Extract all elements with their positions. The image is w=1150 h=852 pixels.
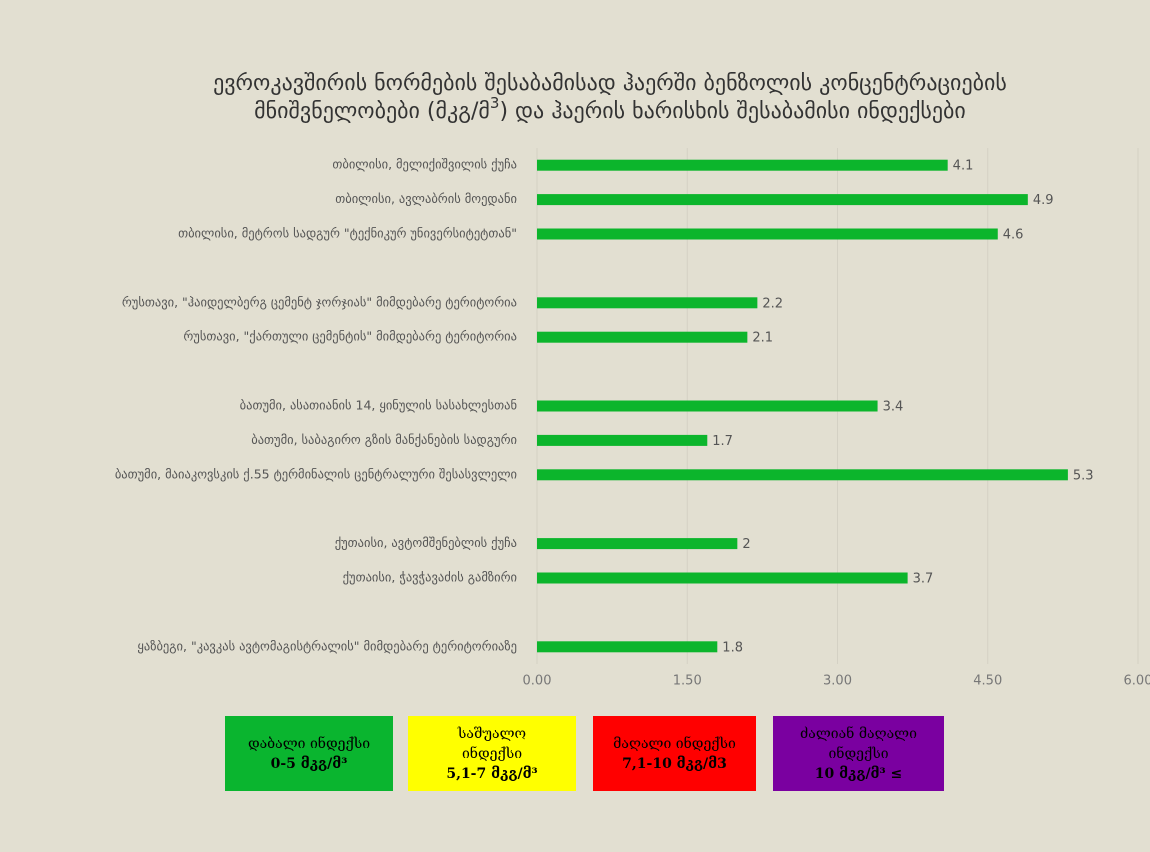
value-label: 1.7 <box>712 434 733 449</box>
chart-title: 3 <box>490 94 500 112</box>
bar <box>537 400 878 412</box>
legend-text: 5,1-7 მკგ/მ³ <box>446 765 538 782</box>
legend-text: დაბალი ინდექსი <box>247 735 371 752</box>
x-tick-label: 3.00 <box>823 674 852 689</box>
legend-box: ძალიან მაღალი ინდექსი 10 მკგ/მ³ ≤ <box>773 716 944 791</box>
legend-box: მაღალი ინდექსი 7,1-10 მკგ/მ3 <box>593 716 756 791</box>
legend-box: დაბალი ინდექსი 0-5 მკგ/მ³ <box>225 716 393 791</box>
bar <box>537 228 998 240</box>
chart-title: ) და ჰაერის ხარისხის შესაბამისი ინდექსებ… <box>499 99 965 124</box>
legend-text: ძალიან მაღალი <box>800 725 917 742</box>
y-tick-label: თბილისი, ავლაბრის მოედანი <box>335 191 517 206</box>
value-label: 2.2 <box>762 296 783 311</box>
bar <box>537 159 948 171</box>
x-tick-label: 1.50 <box>673 674 702 689</box>
legend-text: ინდექსი <box>461 745 523 762</box>
legend-box: საშუალო ინდექსი 5,1-7 მკგ/მ³ <box>408 716 576 791</box>
value-label: 2.1 <box>752 331 773 346</box>
bar <box>537 538 738 550</box>
legend-text: 10 მკგ/მ³ ≤ <box>814 765 903 782</box>
value-label: 4.6 <box>1003 228 1024 243</box>
legend-text: მაღალი ინდექსი <box>613 735 736 752</box>
bar <box>537 572 908 584</box>
bar <box>537 641 718 653</box>
y-tick-label: რუსთავი, "ქართული ცემენტის" მიმდებარე ტე… <box>183 329 517 344</box>
y-tick-label: ბათუმი, ასათიანის 14, ყინულის სასახლესთა… <box>240 398 517 413</box>
y-tick-label: ბათუმი, მაიაკოვსკის ქ.55 ტერმინალის ცენტ… <box>115 466 517 481</box>
y-tick-label: თბილისი, მეტროს სადგურ "ტექნიკურ უნივერს… <box>178 226 517 241</box>
legend-text: ინდექსი <box>828 745 889 762</box>
bar <box>537 194 1028 206</box>
legend-text: 0-5 მკგ/მ³ <box>270 755 348 772</box>
y-tick-label: ყაზბეგი, "კავკას ავტომაგისტრალის" მიმდებ… <box>137 638 517 653</box>
legend: დაბალი ინდექსი 0-5 მკგ/მ³ საშუალო ინდექსი 5,… <box>0 716 1150 792</box>
x-tick-label: 0.00 <box>523 674 552 689</box>
y-tick-label: რუსთავი, "ჰაიდელბერგ ცემენტ ჯორჯიას" მიმ… <box>122 294 517 309</box>
value-label: 4.9 <box>1033 193 1054 208</box>
chart-title: ევროკავშირის ნორმების შესაბამისად ჰაერში… <box>213 71 1007 96</box>
y-tick-label: თბილისი, მელიქიშვილის ქუჩა <box>332 157 517 172</box>
legend-text: 7,1-10 მკგ/მ3 <box>622 755 727 772</box>
x-tick-label: 6.00 <box>1124 674 1150 689</box>
bar <box>537 331 748 343</box>
value-label: 3.4 <box>883 400 904 415</box>
value-label: 4.1 <box>953 159 974 174</box>
x-tick-label: 4.50 <box>973 674 1002 689</box>
chart-title: მნიშვნელობები (მკგ/მ3) და ჰაერის ხარისხი… <box>254 94 966 125</box>
value-label: 2 <box>742 537 750 552</box>
bar <box>537 297 758 309</box>
y-tick-label: ქუთაისი, ჭავჭავაძის გამზირი <box>343 570 517 585</box>
chart: ევროკავშირის ნორმების შესაბამისად ჰაერში… <box>115 71 1150 689</box>
value-label: 1.8 <box>722 640 743 655</box>
bar <box>537 469 1068 481</box>
value-label: 5.3 <box>1073 468 1094 483</box>
bar <box>537 434 708 446</box>
chart-title: მნიშვნელობები (მკგ/მ <box>254 99 490 124</box>
y-tick-label: ქუთაისი, ავტომშენებლის ქუჩა <box>335 535 517 550</box>
y-tick-label: ბათუმი, საბაგირო გზის მანქანების სადგური <box>251 432 517 447</box>
value-label: 3.7 <box>913 572 934 587</box>
legend-text: საშუალო <box>457 725 527 742</box>
